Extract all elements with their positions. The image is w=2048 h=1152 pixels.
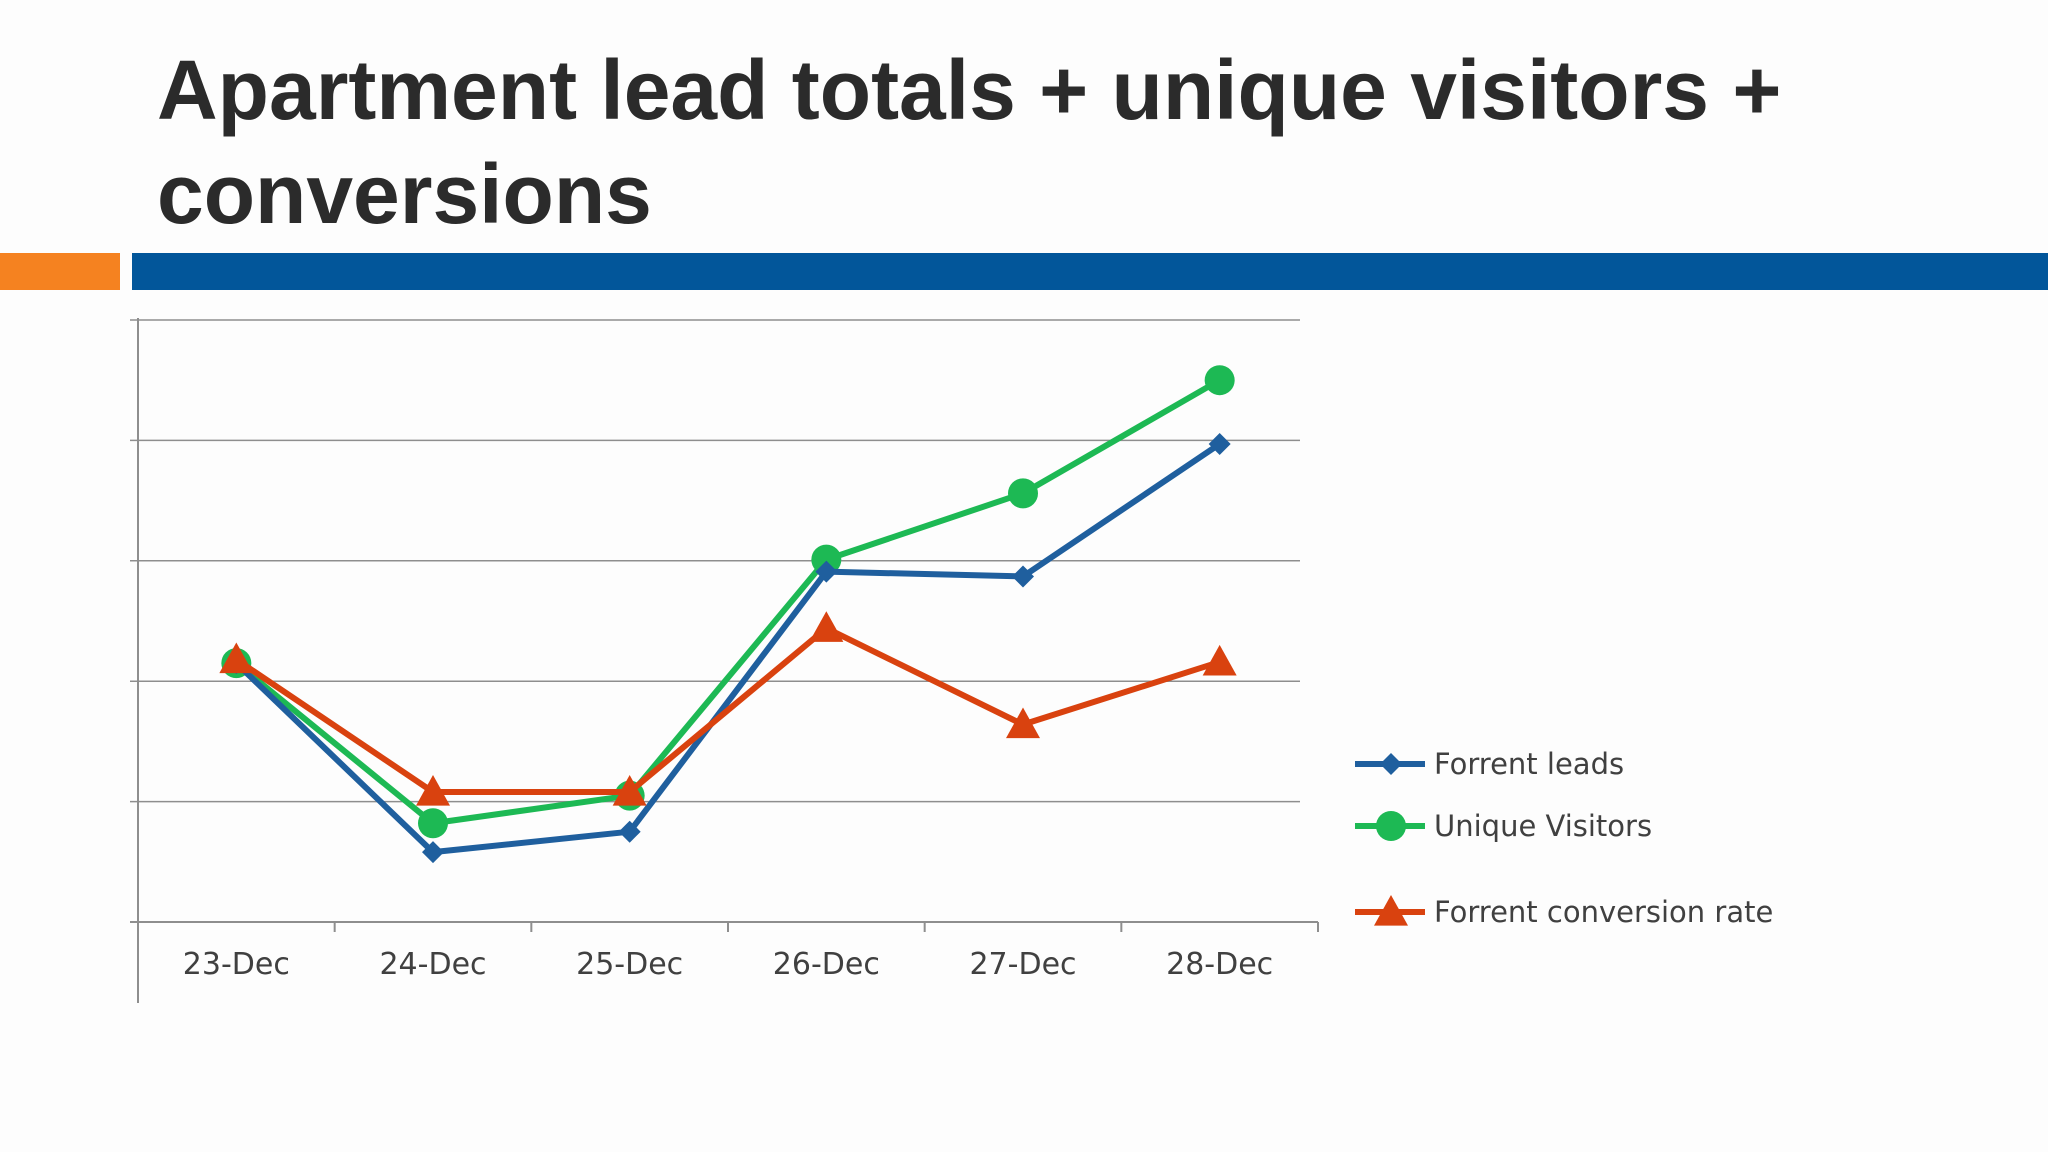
diamond-marker	[1012, 565, 1034, 588]
x-tick-label: 28-Dec	[1166, 947, 1273, 982]
x-tick-label: 26-Dec	[773, 947, 880, 982]
chart-legend: Forrent leads Unique Visitors Forrent conv…	[1355, 747, 1773, 929]
legend-label: Forrent leads	[1434, 747, 1624, 781]
legend-label: Forrent conversion rate	[1434, 895, 1773, 929]
series-forrent-conversion-rate	[219, 611, 1237, 806]
circle-marker	[1204, 365, 1235, 396]
triangle-marker	[219, 642, 254, 674]
diamond-marker	[1208, 433, 1231, 456]
triangle-marker	[1202, 644, 1237, 676]
legend-item: Unique Visitors	[1355, 809, 1652, 843]
circle-marker	[1008, 478, 1038, 509]
series-line	[233, 377, 1223, 827]
chart-series	[219, 365, 1237, 864]
circle-marker	[1376, 811, 1406, 841]
triangle-marker	[416, 774, 450, 806]
accent-bar-orange	[0, 253, 120, 290]
diamond-marker	[618, 820, 641, 843]
diamond-marker	[815, 560, 838, 583]
triangle-marker	[1006, 707, 1040, 739]
series-line	[233, 441, 1223, 856]
triangle-marker	[1374, 895, 1408, 926]
legend-item: Forrent conversion rate	[1355, 895, 1773, 929]
triangle-marker	[612, 774, 647, 806]
x-axis-tick-labels: 23-Dec 24-Dec 25-Dec 26-Dec 27-Dec 28-Dec	[183, 947, 1273, 982]
accent-bar-blue	[132, 253, 2048, 290]
series-line	[233, 625, 1223, 795]
legend-item: Forrent leads	[1355, 747, 1624, 781]
series-unique-visitors	[221, 365, 1235, 839]
x-tick-label: 25-Dec	[576, 947, 683, 982]
x-tick-label: 27-Dec	[969, 947, 1076, 982]
diamond-marker	[422, 841, 444, 864]
circle-marker	[811, 544, 842, 575]
circle-marker	[418, 808, 448, 839]
legend-label: Unique Visitors	[1434, 809, 1652, 843]
diamond-marker	[1380, 753, 1402, 775]
chart-axes	[130, 318, 1319, 1003]
x-tick-label: 23-Dec	[183, 947, 290, 982]
x-tick-label: 24-Dec	[379, 947, 486, 982]
chart-gridlines	[130, 319, 1300, 803]
slide-title: Apartment lead totals + unique visitors …	[157, 43, 1782, 241]
series-forrent-leads	[225, 433, 1231, 864]
triangle-marker	[809, 611, 844, 642]
